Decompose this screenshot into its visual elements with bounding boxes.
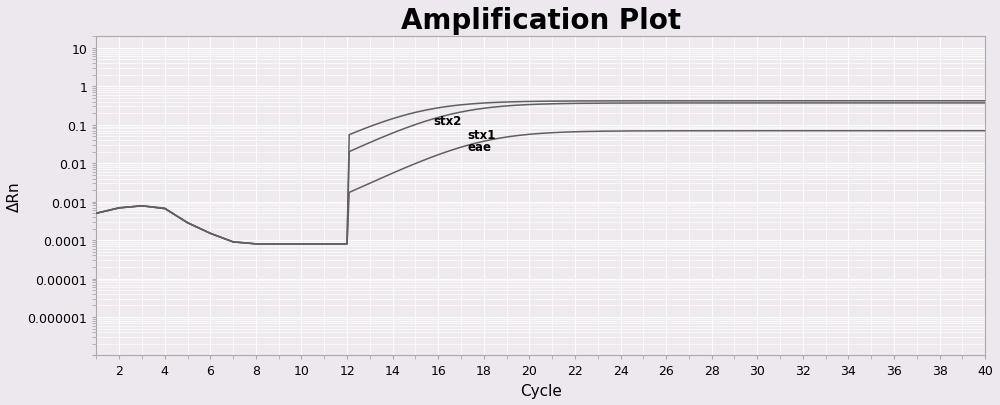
Y-axis label: ΔRn: ΔRn — [7, 181, 22, 212]
Text: eae: eae — [468, 140, 492, 153]
X-axis label: Cycle: Cycle — [520, 383, 562, 398]
Text: stx2: stx2 — [434, 115, 462, 128]
Text: stx1: stx1 — [468, 129, 496, 142]
Title: Amplification Plot: Amplification Plot — [401, 7, 681, 35]
